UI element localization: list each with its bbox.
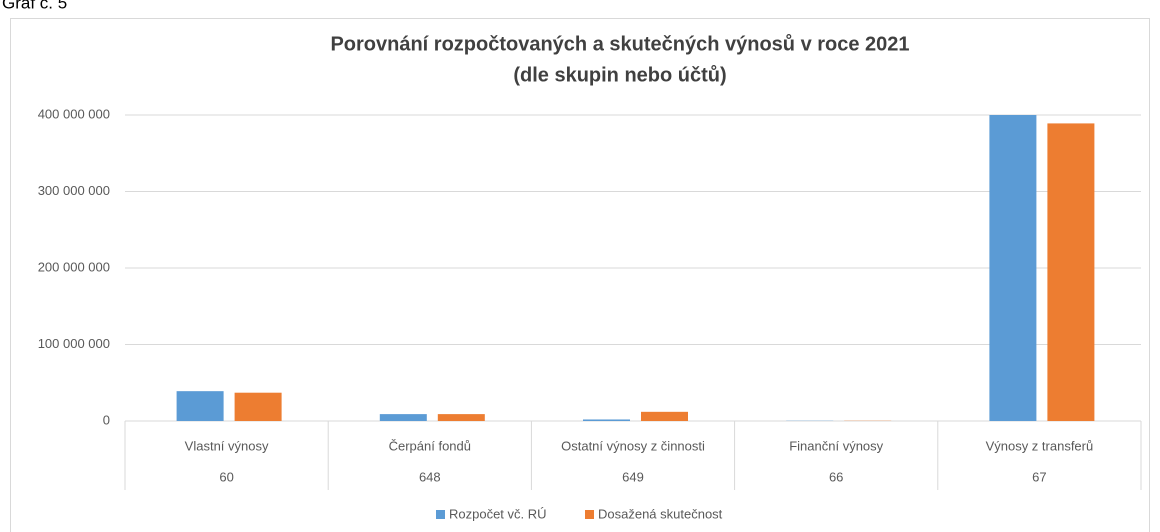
y-tick-label: 300 000 000 xyxy=(38,183,110,198)
bar xyxy=(641,411,688,421)
legend-swatch xyxy=(585,510,594,519)
bar xyxy=(379,414,427,421)
y-tick-label: 100 000 000 xyxy=(38,336,110,351)
bar xyxy=(437,414,485,421)
bar xyxy=(583,419,630,421)
chart-title: Porovnání rozpočtovaných a skutečných vý… xyxy=(330,33,909,55)
x-tick-code: 67 xyxy=(1032,469,1046,484)
bar xyxy=(234,392,282,421)
x-tick-label: Vlastní výnosy xyxy=(185,438,269,453)
y-tick-label: 400 000 000 xyxy=(38,106,110,121)
x-tick-code: 649 xyxy=(622,469,644,484)
legend-label: Rozpočet vč. RÚ xyxy=(449,506,547,521)
caption: Graf č. 5 xyxy=(2,0,67,12)
chart-subtitle: (dle skupin nebo účtů) xyxy=(513,64,726,86)
chart-frame xyxy=(10,18,1150,532)
y-tick-label: 200 000 000 xyxy=(38,259,110,274)
x-tick-code: 648 xyxy=(419,469,441,484)
x-tick-code: 60 xyxy=(219,469,233,484)
x-tick-label: Ostatní výnosy z činnosti xyxy=(561,438,705,453)
x-tick-label: Výnosy z transferů xyxy=(986,438,1094,453)
x-tick-label: Finanční výnosy xyxy=(789,438,883,453)
legend-label: Dosažená skutečnost xyxy=(598,506,723,521)
legend-swatch xyxy=(436,510,445,519)
x-tick-label: Čerpání fondů xyxy=(389,438,471,453)
x-tick-code: 66 xyxy=(829,469,843,484)
y-tick-label: 0 xyxy=(103,412,110,427)
bar xyxy=(1047,123,1095,421)
bar xyxy=(176,391,224,421)
bar xyxy=(989,115,1037,421)
